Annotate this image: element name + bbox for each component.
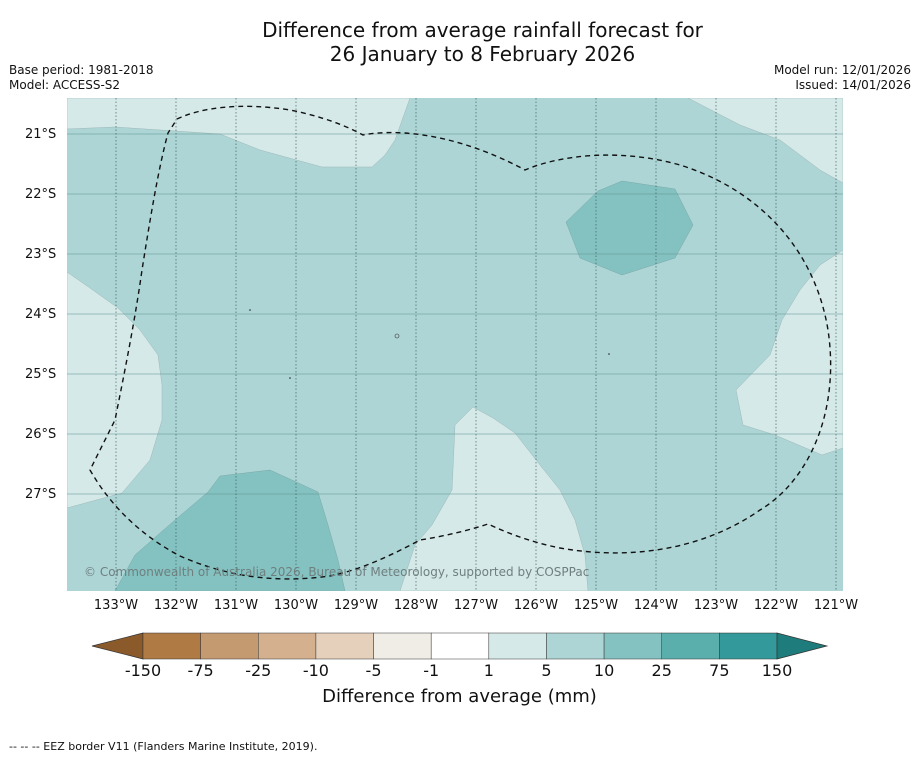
copyright-notice: © Commonwealth of Australia 2026, Bureau… (84, 565, 590, 579)
region-1-5-topright (687, 98, 843, 184)
base-period: Base period: 1981-2018 (9, 63, 154, 77)
colorbar-label: Difference from average (mm) (322, 686, 597, 707)
colorbar-tick-label: -10 (302, 661, 329, 680)
contour-dot (249, 309, 251, 311)
contour-dot (608, 353, 610, 355)
colorbar-tick-label: 1 (483, 661, 494, 680)
title-line-2: 26 January to 8 February 2026 (329, 42, 636, 66)
lat-label-21: 21°S (25, 127, 57, 142)
model-name: Model: ACCESS-S2 (9, 78, 121, 92)
region-1-5-bottom (399, 406, 589, 591)
region-1-5-top (67, 98, 411, 168)
colorbar-tick-label: -1 (423, 661, 440, 680)
lat-label-23: 23°S (25, 247, 57, 262)
meridians (115, 98, 837, 591)
colorbar-tick-label: -75 (187, 661, 214, 680)
lon-label-122: 122°W (753, 598, 799, 613)
map-title: Difference from average rainfall forecas… (0, 18, 919, 66)
lon-label-130: 130°W (273, 598, 319, 613)
title-line-1: Difference from average rainfall forecas… (262, 18, 703, 42)
run-info: Model run: 12/01/2026 Issued: 14/01/2026 (774, 63, 911, 93)
region-10-25-southwest (114, 469, 346, 591)
colorbar-tick-label: 10 (593, 661, 615, 680)
lon-label-125: 125°W (573, 598, 619, 613)
contour-dot (289, 377, 291, 379)
lon-label-132: 132°W (153, 598, 199, 613)
eez-footnote: -- -- -- EEZ border V11 (Flanders Marine… (9, 740, 318, 753)
lon-label-123: 123°W (693, 598, 739, 613)
colorbar-tick-label: 25 (651, 661, 672, 680)
map-fill-layer (67, 98, 843, 591)
lon-label-126: 126°W (513, 598, 559, 613)
lat-label-27: 27°S (25, 487, 57, 502)
lon-label-121: 121°W (813, 598, 859, 613)
colorbar-tick-label: 5 (541, 661, 552, 680)
issued-date: Issued: 14/01/2026 (795, 78, 911, 92)
colorbar-tick-label: 75 (709, 661, 730, 680)
colorbar-tick-label: 150 (761, 661, 793, 680)
region-1-5-right (735, 249, 843, 456)
region-1-5-left (67, 271, 163, 509)
graticule (67, 133, 843, 495)
lon-label-124: 124°W (633, 598, 679, 613)
lon-label-128: 128°W (393, 598, 439, 613)
colorbar-tick-label: -25 (245, 661, 272, 680)
lat-label-24: 24°S (25, 307, 57, 322)
eez-border (89, 105, 832, 580)
lon-label-129: 129°W (333, 598, 379, 613)
lon-label-133: 133°W (93, 598, 139, 613)
lat-label-22: 22°S (25, 187, 57, 202)
colorbar-tick-label: -5 (365, 661, 382, 680)
lat-label-26: 26°S (25, 427, 57, 442)
colorbar-tick-label: -150 (124, 661, 162, 680)
lat-label-25: 25°S (25, 367, 57, 382)
model-run: Model run: 12/01/2026 (773, 63, 911, 77)
lon-label-127: 127°W (453, 598, 499, 613)
model-info: Base period: 1981-2018 Model: ACCESS-S2 (9, 63, 154, 93)
lon-label-131: 131°W (213, 598, 259, 613)
region-10-25-east (565, 180, 694, 276)
contour-dot (394, 333, 400, 339)
